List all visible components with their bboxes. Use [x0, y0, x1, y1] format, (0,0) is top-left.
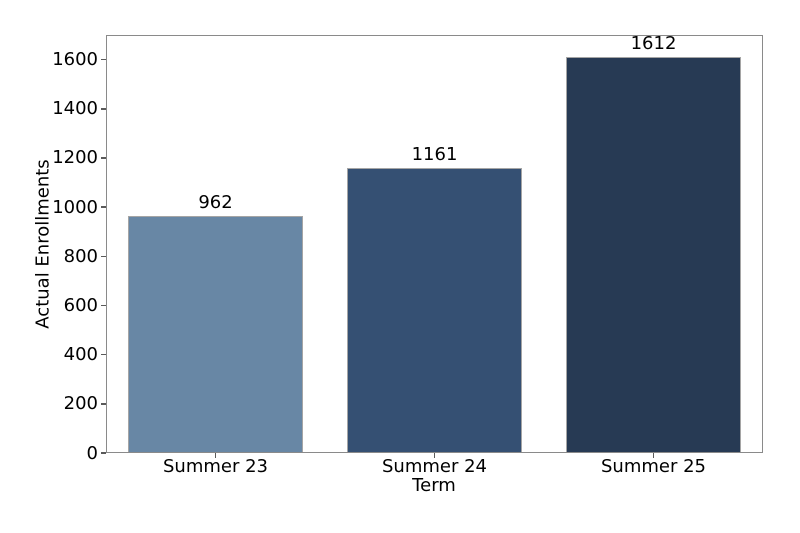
y-tick-mark — [101, 304, 106, 307]
bar-summer-23 — [127, 216, 304, 453]
bar-value-label-summer-25: 1612 — [630, 32, 677, 54]
x-tick-mark — [652, 453, 655, 458]
x-axis-label: Term — [412, 475, 456, 496]
x-tick-label-summer-25: Summer 25 — [600, 456, 706, 477]
y-tick-label-200: 200 — [63, 393, 98, 415]
y-tick-mark — [101, 403, 106, 405]
bar-value-label-summer-23: 962 — [198, 192, 233, 214]
y-tick-label-1200: 1200 — [52, 147, 98, 169]
y-tick-mark — [101, 452, 106, 454]
bar-value-label-summer-24: 1161 — [411, 143, 458, 165]
bar-summer-25 — [565, 56, 742, 453]
y-tick-label-1600: 1600 — [52, 49, 98, 71]
y-tick-mark — [101, 255, 106, 258]
x-tick-mark — [214, 453, 217, 458]
y-tick-label-0: 0 — [86, 442, 98, 464]
bar-summer-24 — [346, 167, 523, 453]
y-tick-label-1000: 1000 — [52, 196, 98, 218]
y-tick-mark — [101, 58, 106, 61]
x-tick-mark — [433, 453, 436, 458]
y-tick-mark — [101, 157, 106, 159]
y-tick-label-600: 600 — [63, 294, 98, 316]
y-tick-label-1400: 1400 — [52, 98, 98, 120]
y-tick-label-400: 400 — [63, 344, 98, 366]
x-tick-label-summer-23: Summer 23 — [162, 456, 268, 477]
y-tick-mark — [101, 353, 106, 356]
y-tick-mark — [101, 108, 106, 110]
y-tick-label-800: 800 — [63, 245, 98, 267]
x-tick-label-summer-24: Summer 24 — [381, 456, 487, 477]
y-tick-mark — [101, 206, 106, 208]
